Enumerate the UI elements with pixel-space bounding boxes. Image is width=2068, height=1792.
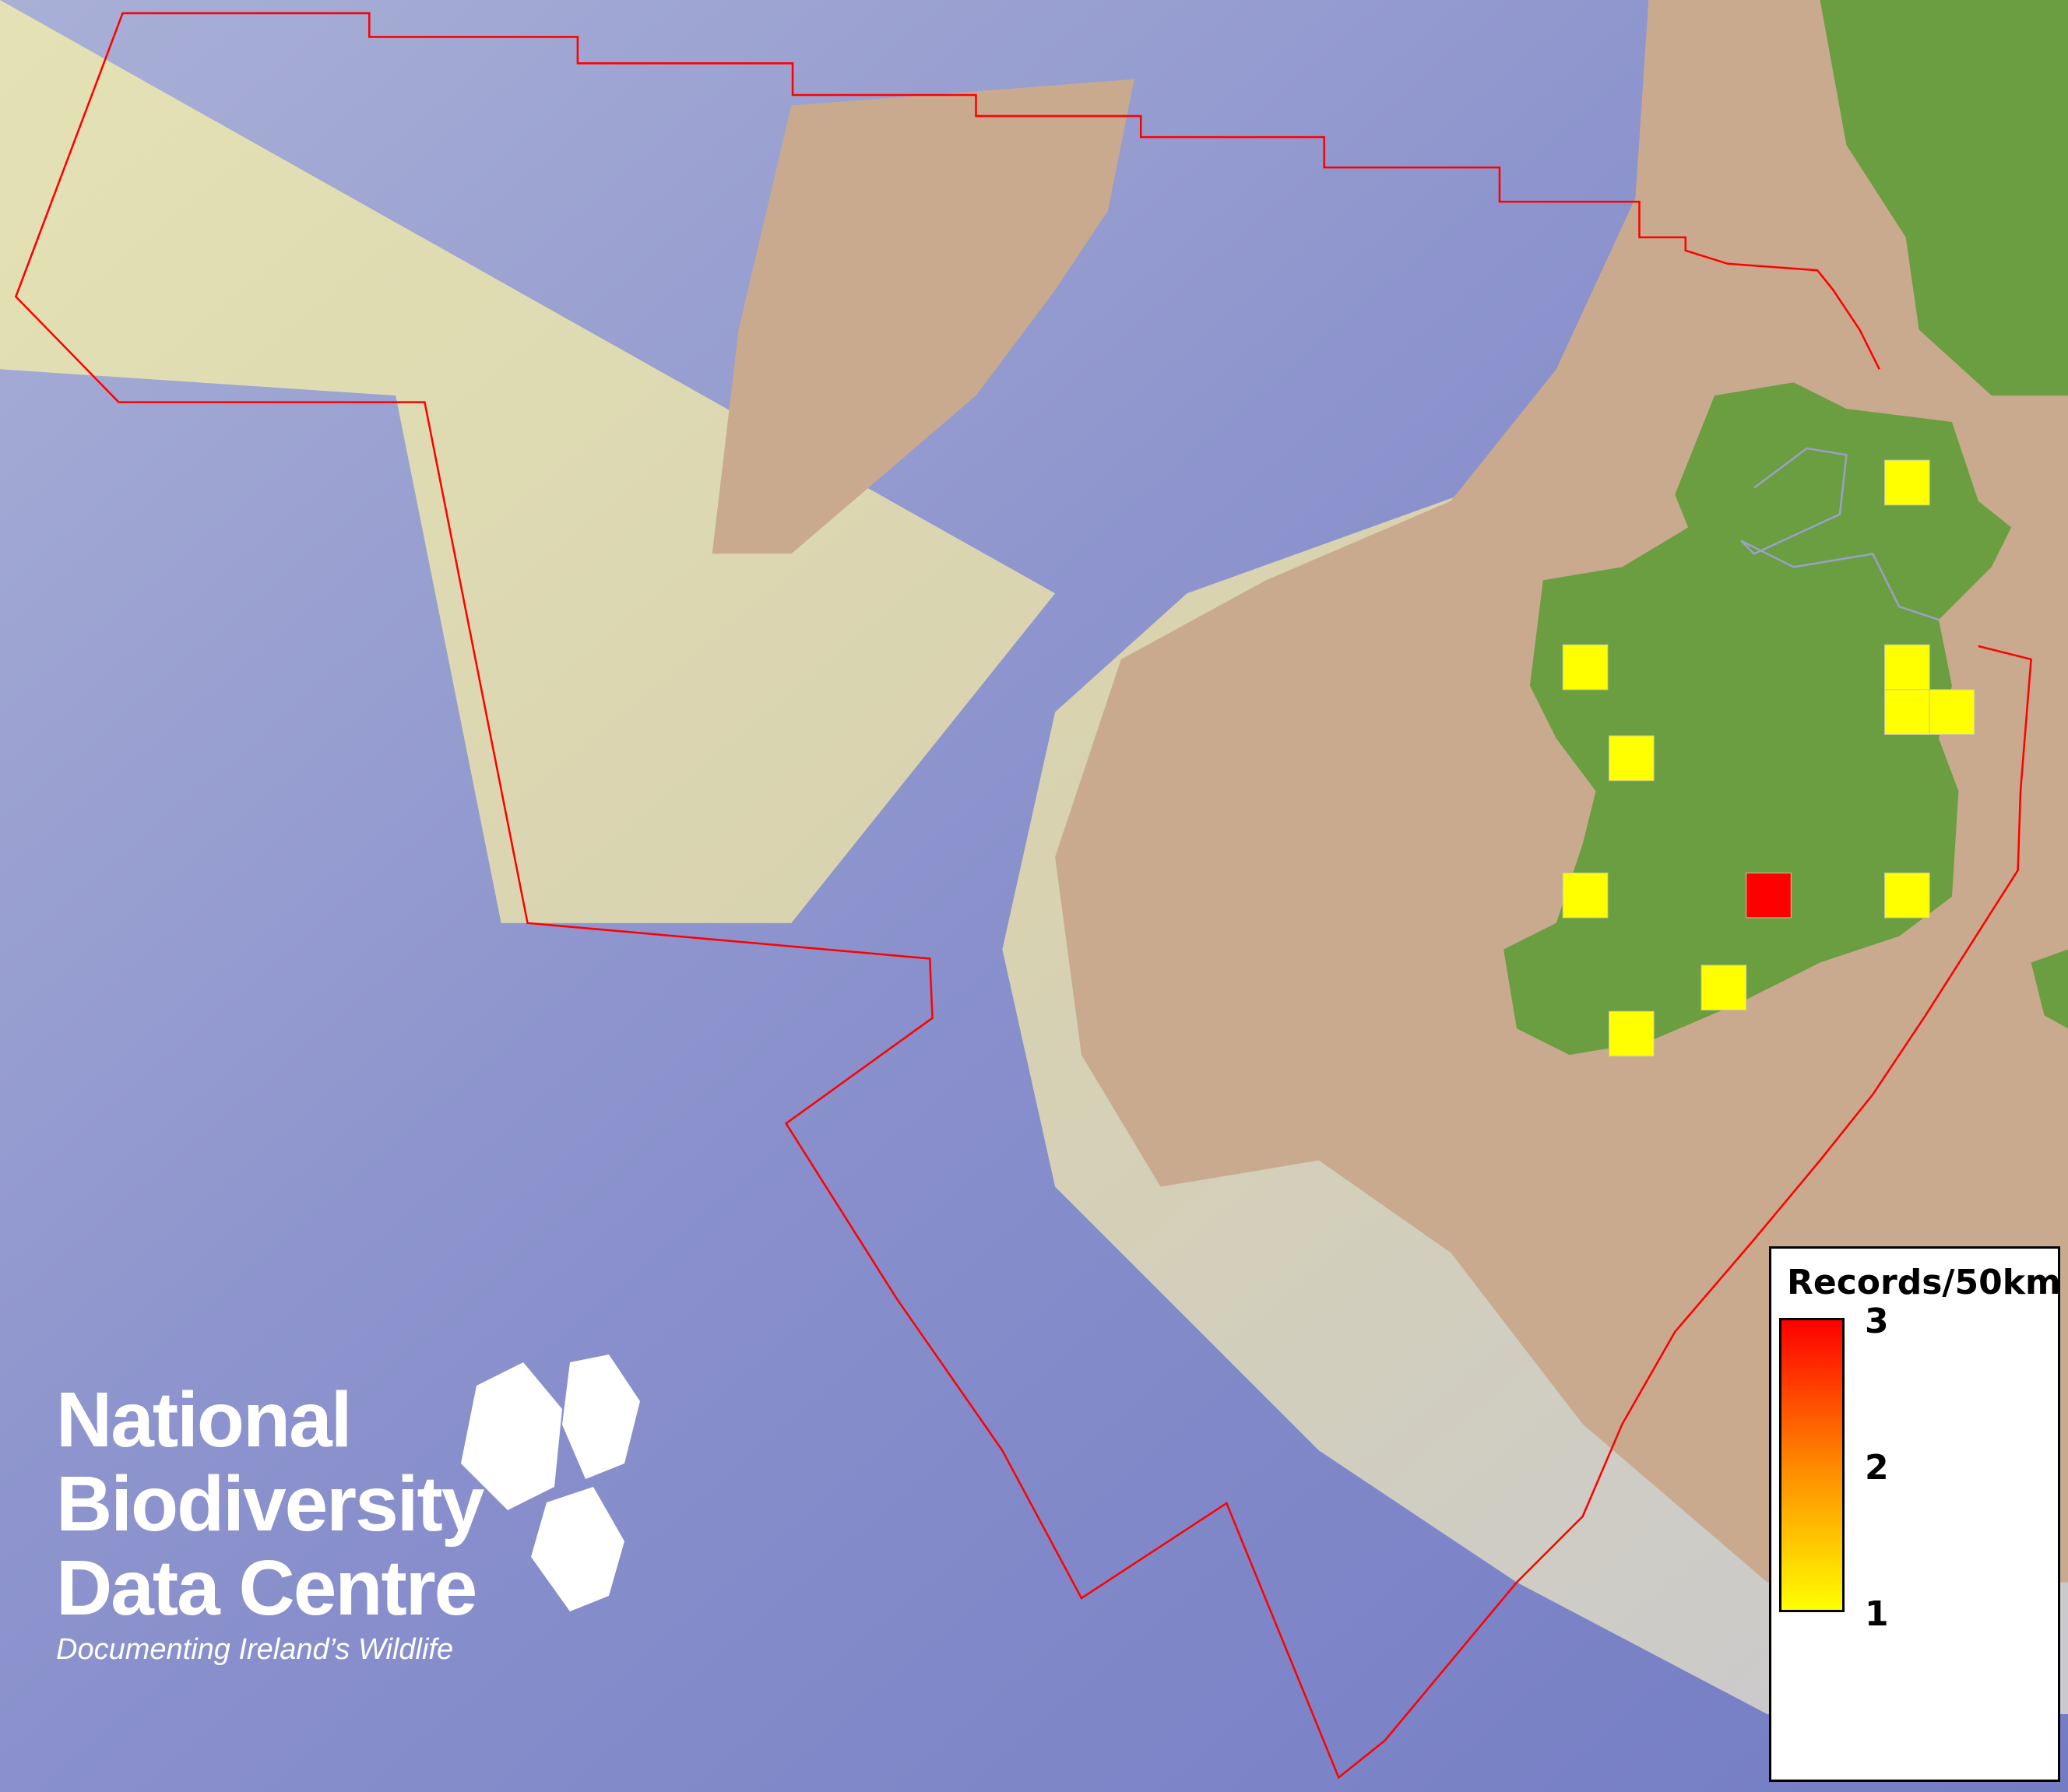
- scotland-land: [1820, 0, 2068, 1029]
- logo-tagline: Documenting Ireland’s Wildlife: [56, 1633, 454, 1666]
- color-ramp: [1779, 1318, 1845, 1612]
- record-cell: [1884, 689, 1930, 736]
- northern-ireland-border: [1740, 447, 1940, 621]
- record-cell: [1929, 689, 1975, 736]
- logo-line2: Biodiversity: [56, 1460, 484, 1548]
- record-cell: [1746, 872, 1792, 919]
- record-cell: [1884, 459, 1930, 506]
- record-cell: [1562, 644, 1609, 690]
- logo-line3: Data Centre: [56, 1544, 477, 1632]
- legend-min-label: 1: [1865, 1594, 1889, 1634]
- record-cell: [1884, 644, 1930, 690]
- logo-line1: National: [56, 1376, 352, 1463]
- legend: Records/50km 3 2 1: [1769, 1246, 2061, 1782]
- record-cell: [1609, 1010, 1655, 1057]
- logo-hexagons-icon: [461, 1355, 640, 1611]
- record-cell: [1700, 965, 1747, 1011]
- eez-boundary: [14, 12, 2032, 1780]
- record-cells: [1562, 459, 1975, 1057]
- record-cell: [1609, 735, 1655, 782]
- legend-title: Records/50km: [1787, 1263, 2061, 1302]
- nbdc-logo: National Biodiversity Data Centre Docume…: [56, 1355, 640, 1667]
- record-cell: [1884, 872, 1930, 919]
- legend-mid-label: 2: [1865, 1448, 1889, 1488]
- record-cell: [1562, 872, 1609, 919]
- legend-max-label: 3: [1865, 1302, 1889, 1341]
